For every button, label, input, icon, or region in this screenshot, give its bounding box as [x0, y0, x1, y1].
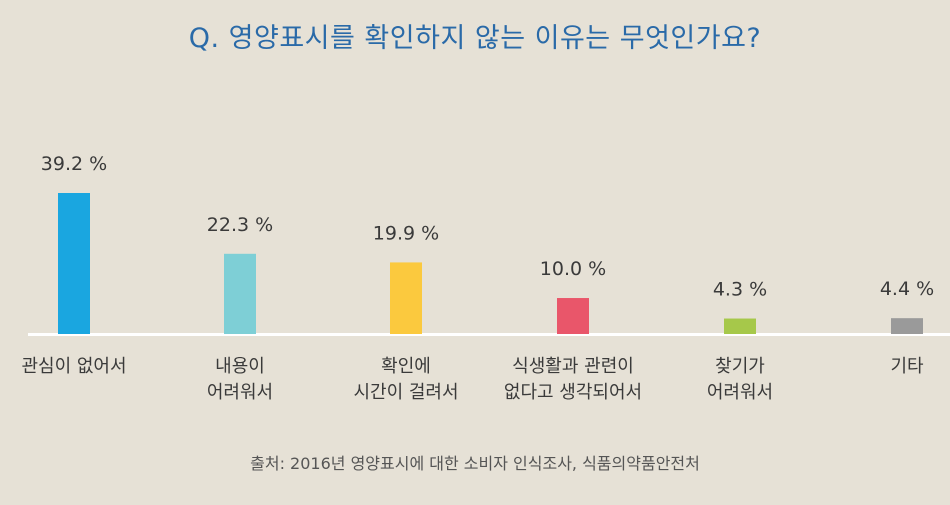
bar-3 — [390, 262, 422, 334]
value-label-2: 22.3 % — [207, 214, 273, 236]
bar-1 — [58, 193, 90, 334]
chart-title: Q. 영양표시를 확인하지 않는 이유는 무엇인가요? — [188, 23, 762, 54]
category-label-6-line-1: 기타 — [890, 356, 924, 377]
value-label-1: 39.2 % — [41, 153, 107, 175]
bar-4 — [557, 298, 589, 334]
category-label-4-line-1: 식생활과 관련이 — [512, 356, 634, 377]
bar-6 — [891, 318, 923, 334]
category-label-3-line-1: 확인에 — [381, 356, 431, 377]
category-label-5-line-1: 찾기가 — [715, 356, 765, 377]
category-label-2-line-1: 내용이 — [215, 356, 265, 377]
category-label-3-line-2: 시간이 걸려서 — [353, 382, 458, 403]
value-label-6: 4.4 % — [880, 278, 934, 300]
bar-5 — [724, 318, 756, 334]
bar-2 — [224, 253, 256, 334]
value-label-3: 19.9 % — [373, 222, 439, 244]
category-label-4-line-2: 없다고 생각되어서 — [504, 382, 642, 403]
source-note: 출처: 2016년 영양표시에 대한 소비자 인식조사, 식품의약품안전처 — [250, 454, 700, 473]
value-label-4: 10.0 % — [540, 258, 606, 280]
category-label-2-line-2: 어려워서 — [207, 382, 273, 403]
value-label-5: 4.3 % — [713, 279, 767, 301]
category-label-1-line-1: 관심이 없어서 — [21, 356, 126, 377]
category-label-5-line-2: 어려워서 — [707, 382, 773, 403]
